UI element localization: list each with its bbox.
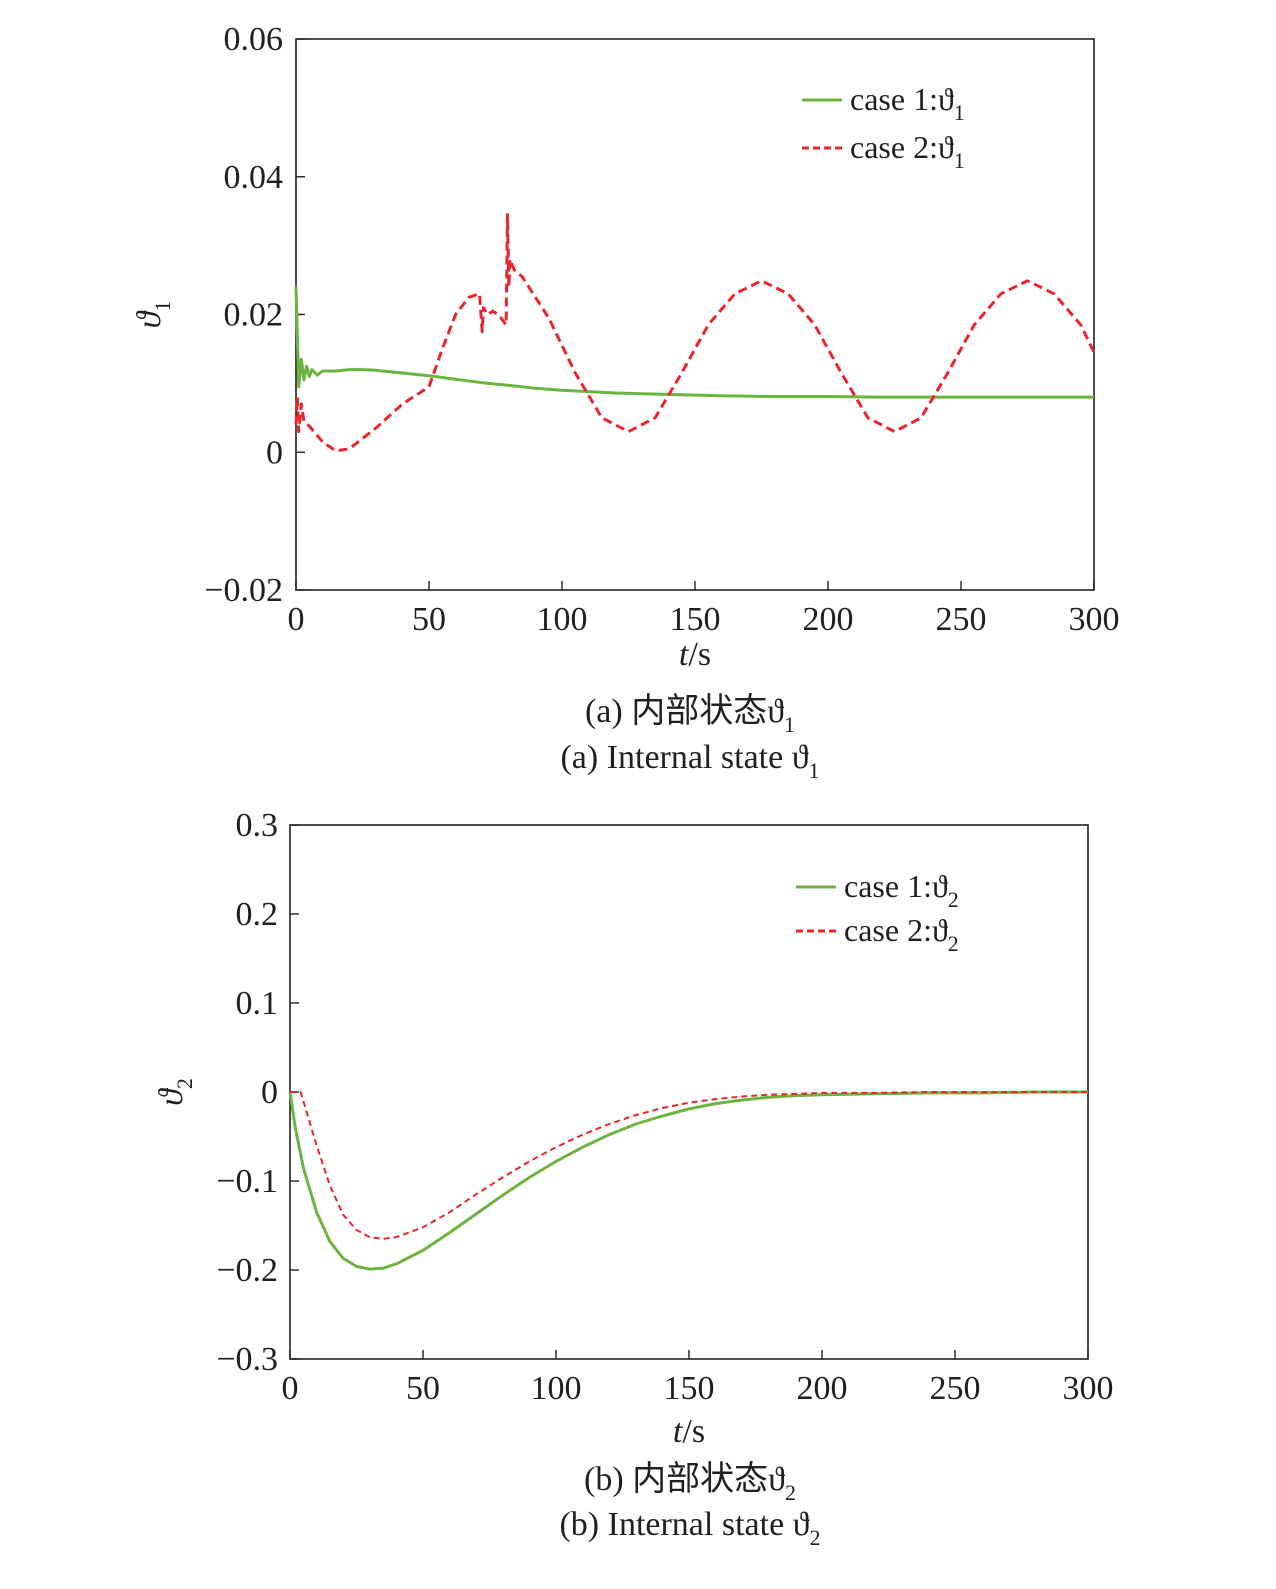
y-axis-label-text: ϑ1 <box>131 301 175 329</box>
y-tick-label: −0.02 <box>204 572 283 609</box>
x-tick-label: 150 <box>670 601 721 638</box>
caption-cn: (b) 内部状态ϑ2 <box>584 1460 796 1505</box>
x-tick-label: 0 <box>288 601 305 638</box>
x-tick-label: 150 <box>664 1370 715 1407</box>
y-axis-label-text: ϑ2 <box>153 1078 197 1106</box>
chart-a: 0 50 100 150 200 250 300−0.0200.020.040.06t/sϑ… <box>131 21 1120 783</box>
series-line-1 <box>294 286 1094 399</box>
y-tick-label: −0.2 <box>216 1252 278 1289</box>
y-tick-label: −0.1 <box>216 1163 278 1200</box>
y-tick-label: −0.3 <box>216 1341 278 1378</box>
legend-label-2: case 2:ϑ2 <box>844 912 959 956</box>
x-tick-label: 300 <box>1063 1370 1114 1407</box>
series-line-1 <box>288 1090 1088 1271</box>
y-tick-label: 0 <box>261 1074 278 1111</box>
chart-b: 0 50 100 150 200 250 300 −0.3 −0.2 −0.1 0 0.1 0.2 0.3… <box>153 807 1114 1550</box>
caption-en: (b) Internal state ϑ2 <box>559 1506 820 1550</box>
y-axis-label: ϑ1 <box>131 301 175 329</box>
x-tick-label: 250 <box>936 601 987 638</box>
y-tick-label: 0.02 <box>224 297 284 334</box>
y-tick-label: 0 <box>266 434 283 471</box>
legend-label-1: case 1:ϑ1 <box>850 81 965 125</box>
x-tick-label: 100 <box>531 1370 582 1407</box>
x-tick-label: 100 <box>537 601 588 638</box>
y-axis-label: ϑ2 <box>153 1078 197 1106</box>
y-tick-label: 0.06 <box>224 21 284 58</box>
x-tick-label: 200 <box>797 1370 848 1407</box>
series-line-2 <box>290 1091 1088 1240</box>
x-tick-label: 50 <box>406 1370 440 1407</box>
x-tick-label: 300 <box>1069 601 1120 638</box>
x-axis-label: t/s <box>679 636 711 673</box>
x-tick-label: 50 <box>412 601 446 638</box>
x-tick-label: 0 <box>282 1370 299 1407</box>
x-tick-label: 250 <box>930 1370 981 1407</box>
x-axis-label: t/s <box>673 1413 705 1450</box>
y-tick-label: 0.3 <box>236 807 279 844</box>
x-tick-label: 200 <box>803 601 854 638</box>
caption-cn: (a) 内部状态ϑ1 <box>585 692 795 737</box>
series-line-2 <box>294 213 1096 453</box>
y-tick-label: 0.04 <box>224 159 284 196</box>
legend-label-2: case 2:ϑ1 <box>850 129 965 173</box>
caption-en: (a) Internal state ϑ1 <box>560 739 819 783</box>
y-tick-label: 0.2 <box>236 896 279 933</box>
y-tick-label: 0.1 <box>236 985 279 1022</box>
plot-frame <box>295 38 1095 591</box>
legend-label-1: case 1:ϑ2 <box>844 868 959 912</box>
